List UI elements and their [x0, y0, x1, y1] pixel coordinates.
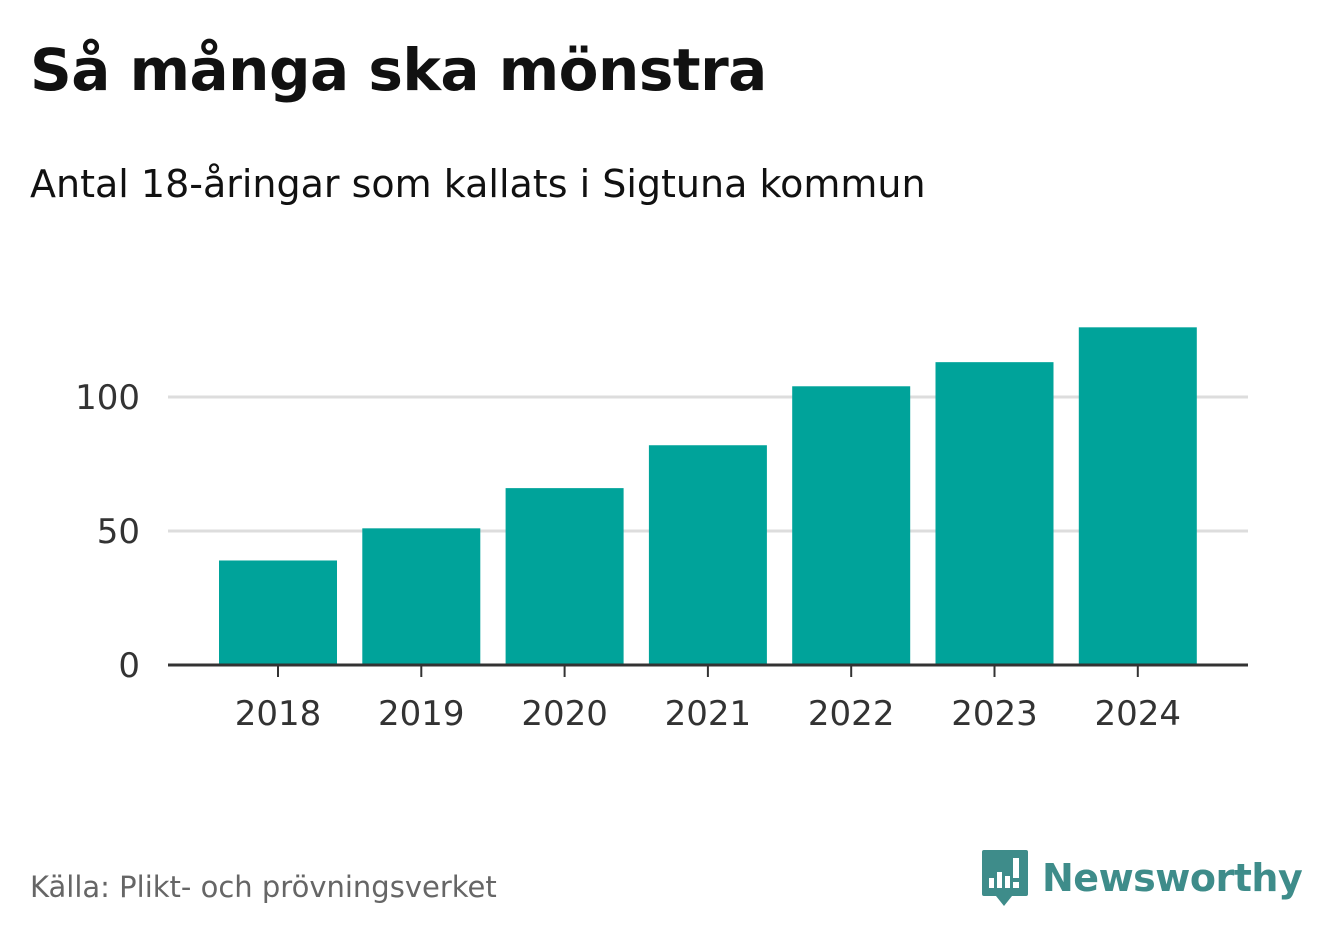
x-tick-label: 2023	[951, 694, 1038, 734]
y-tick-label: 50	[97, 512, 140, 552]
bar-2021	[648, 445, 767, 665]
bar-2019	[362, 528, 481, 665]
x-tick-label: 2019	[378, 694, 465, 734]
y-tick-label: 100	[75, 378, 140, 418]
newsworthy-logo-icon	[982, 850, 1028, 906]
x-tick-label: 2020	[521, 694, 608, 734]
chart-title: Så många ska mönstra	[30, 36, 767, 104]
bar-2023	[935, 362, 1054, 665]
bar-2020	[505, 488, 624, 665]
brand-logo: Newsworthy	[980, 848, 1303, 908]
x-tick-label: 2024	[1095, 694, 1182, 734]
bar-2022	[792, 386, 911, 665]
x-tick-label: 2022	[808, 694, 895, 734]
y-tick-label: 0	[118, 646, 140, 686]
x-tick-label: 2018	[235, 694, 322, 734]
brand-name: Newsworthy	[1042, 856, 1303, 900]
chart-subtitle: Antal 18-åringar som kallats i Sigtuna k…	[30, 162, 926, 206]
bar-2024	[1078, 327, 1197, 665]
axes: 0 50 100 2018 2019 2020 2021 2022 2023 2024	[75, 378, 1248, 734]
bars	[219, 327, 1197, 665]
source-note: Källa: Plikt- och prövningsverket	[30, 870, 497, 904]
x-tick-label: 2021	[665, 694, 752, 734]
bar-2018	[219, 560, 337, 665]
